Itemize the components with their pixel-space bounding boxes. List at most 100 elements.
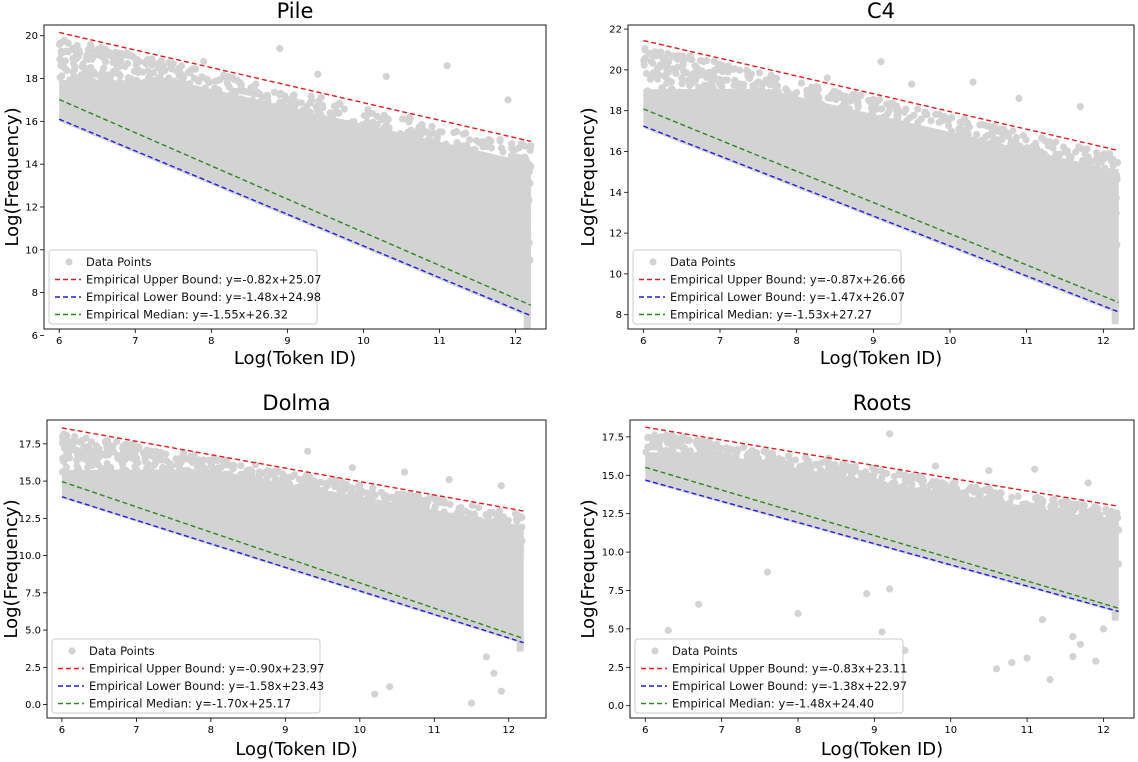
data-point (859, 145, 867, 153)
data-point (334, 190, 343, 198)
data-point (748, 464, 756, 472)
outlier-point (125, 449, 133, 457)
data-point (264, 492, 272, 500)
data-point (259, 486, 267, 494)
data-point (496, 137, 504, 145)
data-point (851, 137, 859, 146)
data-point (760, 98, 769, 106)
y-tick-label: 7.5 (25, 588, 41, 599)
data-point (671, 103, 680, 111)
data-point (745, 74, 754, 83)
data-point (339, 169, 347, 177)
data-point (678, 80, 686, 88)
data-point (343, 144, 351, 152)
data-point (155, 96, 163, 104)
outlier-point (908, 80, 916, 88)
data-point (710, 72, 718, 80)
data-point (902, 125, 910, 134)
data-point (442, 200, 450, 208)
data-point (1065, 187, 1073, 195)
outlier-point (467, 699, 476, 707)
data-point (991, 538, 999, 547)
data-point (350, 490, 359, 499)
data-point (102, 440, 110, 448)
data-point (1031, 160, 1039, 168)
data-point (1017, 206, 1025, 215)
x-tick-label: 9 (871, 725, 877, 736)
data-point (496, 178, 504, 186)
y-tick-label: 8 (32, 288, 38, 299)
data-point (521, 142, 529, 150)
data-point (814, 109, 822, 117)
data-point (207, 88, 215, 96)
outlier-point (733, 448, 741, 456)
scatter-series (55, 36, 535, 329)
data-point (359, 526, 367, 534)
data-point (852, 109, 860, 117)
data-point (814, 85, 822, 94)
legend-label-median-line: Empirical Median: y=-1.53x+27.27 (670, 308, 872, 322)
data-point (970, 499, 978, 507)
data-point (986, 176, 994, 184)
data-point (284, 119, 292, 127)
data-point (1063, 148, 1072, 156)
data-point (664, 49, 672, 58)
data-point (696, 452, 704, 460)
data-point (409, 165, 417, 173)
data-point (228, 483, 236, 491)
data-point (273, 480, 281, 488)
data-point (1051, 160, 1059, 168)
data-point (1028, 513, 1036, 521)
data-point (210, 493, 218, 501)
data-point (1011, 547, 1020, 555)
data-point (206, 149, 214, 157)
data-point (504, 516, 512, 524)
data-point (804, 504, 812, 512)
data-point (1012, 173, 1020, 181)
legend: Data Points Empirical Upper Bound: y=-0.8… (634, 638, 907, 714)
data-point (803, 457, 811, 465)
data-point (890, 472, 898, 480)
x-tick-label: 7 (132, 336, 138, 347)
data-point (487, 137, 495, 145)
data-point (138, 80, 146, 88)
outlier-point (724, 68, 732, 76)
data-point (498, 540, 506, 548)
x-tick-label: 10 (944, 725, 957, 736)
data-point (339, 161, 347, 169)
data-point (365, 512, 373, 520)
y-tick-label: 12.5 (19, 514, 41, 525)
data-point (739, 119, 747, 127)
data-point (429, 576, 437, 584)
data-point (701, 81, 709, 89)
data-point (157, 456, 166, 464)
data-point (770, 114, 778, 122)
data-point (994, 138, 1002, 146)
data-point (1007, 542, 1015, 550)
data-point (416, 219, 424, 227)
data-point (791, 499, 799, 507)
data-point (490, 583, 498, 592)
data-point (478, 163, 486, 171)
data-point (132, 472, 141, 480)
data-point (165, 88, 173, 96)
data-point (934, 168, 942, 176)
y-tick-label: 14 (25, 160, 38, 171)
y-tick-label: 6 (32, 331, 38, 342)
data-point (526, 162, 534, 170)
y-tick-label: 5.0 (25, 626, 41, 637)
data-point (1100, 523, 1108, 531)
data-point (253, 154, 261, 162)
data-point (291, 128, 299, 136)
data-point (933, 506, 941, 514)
data-point (457, 170, 466, 178)
data-point (986, 532, 994, 540)
x-tick-label: 6 (56, 336, 62, 347)
data-point (222, 494, 230, 502)
data-point (841, 118, 849, 126)
data-point (180, 89, 188, 97)
data-point (778, 149, 786, 157)
data-point (184, 68, 192, 76)
data-point (850, 90, 859, 98)
data-point (870, 119, 879, 127)
